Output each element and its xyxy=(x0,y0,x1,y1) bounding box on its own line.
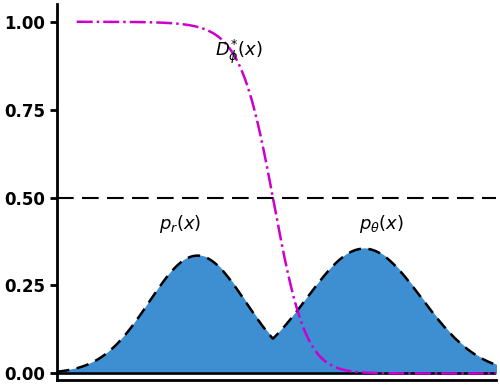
Text: $p_r(x)$: $p_r(x)$ xyxy=(158,213,201,234)
Text: $p_{\theta}(x)$: $p_{\theta}(x)$ xyxy=(360,213,404,234)
Text: $D_{\phi}^{*}(x)$: $D_{\phi}^{*}(x)$ xyxy=(215,37,263,66)
